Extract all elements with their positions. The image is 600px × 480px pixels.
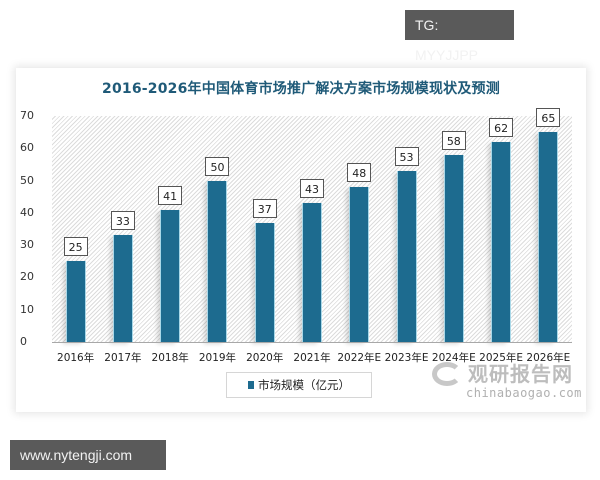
data-label: 65 (536, 108, 561, 128)
bar (161, 209, 180, 342)
chart-title: 2016-2026年中国体育市场推广解决方案市场规模现状及预测 (102, 81, 500, 97)
bar (208, 180, 227, 342)
legend-label: 市场规模（亿元） (258, 378, 350, 392)
y-tick-label: 70 (20, 109, 34, 122)
y-tick-label: 10 (20, 302, 34, 316)
url-watermark-tag: www.nytengji.com (10, 440, 166, 470)
chart-card: 2016-2026年中国体育市场推广解决方案市场规模现状及预测 0 10 20 30 4… (16, 68, 586, 412)
x-tick-label: 2026年E (526, 352, 571, 364)
data-label: 50 (205, 156, 230, 176)
x-tick-label: 2021年 (293, 352, 331, 364)
watermark-cn-text: 观研报告网 (468, 362, 573, 386)
x-tick-label: 2020年 (246, 352, 284, 364)
bar (397, 170, 416, 342)
bar (66, 261, 85, 342)
data-label: 41 (158, 185, 183, 205)
bar (539, 132, 558, 342)
y-tick-label: 0 (20, 335, 27, 348)
data-label: 48 (347, 163, 372, 183)
data-label: 62 (489, 117, 514, 137)
data-label: 43 (300, 179, 324, 199)
chart-legend: 市场规模（亿元） (226, 372, 372, 398)
x-tick-label: 2019年 (198, 352, 237, 364)
data-label: 25 (63, 237, 88, 257)
x-tick-label: 2025年E (479, 352, 524, 364)
data-label: 37 (252, 198, 277, 218)
y-tick-label: 50 (20, 173, 34, 187)
y-tick-label: 40 (20, 205, 34, 219)
y-tick-label: 20 (20, 270, 34, 284)
bar (303, 203, 321, 342)
x-tick-label: 2022年E (337, 352, 382, 364)
x-tick-label: 2024年E (431, 352, 476, 364)
bar (255, 222, 274, 342)
chinabaogao-logo-icon (432, 362, 462, 386)
y-tick-label: 60 (20, 141, 34, 155)
bar (492, 141, 511, 342)
data-label: 53 (394, 146, 419, 166)
legend-swatch-icon (248, 381, 254, 389)
bar (113, 235, 132, 342)
x-tick-label: 2023年E (384, 352, 429, 364)
x-tick-label: 2017年 (104, 352, 142, 364)
chinabaogao-watermark: 观研报告网 chinabaogao.com (432, 358, 582, 406)
x-axis-line (52, 342, 572, 343)
data-label: 33 (110, 211, 135, 231)
y-tick-label: 30 (20, 238, 34, 252)
bar (444, 154, 463, 342)
data-label: 58 (441, 130, 466, 150)
x-tick-label: 2016年 (57, 352, 95, 364)
bar (350, 187, 369, 342)
watermark-en-text: chinabaogao.com (466, 386, 582, 400)
x-tick-label: 2018年 (151, 352, 189, 364)
tg-watermark-tag: TG: MYYJJPP (405, 10, 514, 63)
